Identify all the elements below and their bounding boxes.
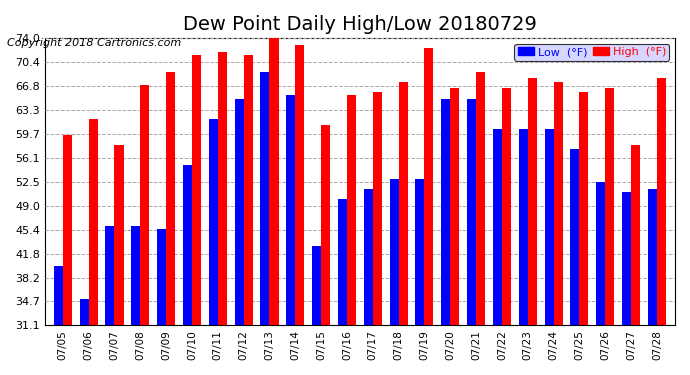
Bar bbox=[364, 189, 373, 375]
Bar bbox=[648, 189, 657, 375]
Bar bbox=[596, 182, 605, 375]
Bar bbox=[140, 85, 149, 375]
Bar bbox=[166, 72, 175, 375]
Bar bbox=[373, 92, 382, 375]
Bar bbox=[476, 72, 485, 375]
Bar bbox=[631, 146, 640, 375]
Bar bbox=[502, 88, 511, 375]
Bar bbox=[528, 78, 537, 375]
Bar bbox=[131, 226, 140, 375]
Bar bbox=[295, 45, 304, 375]
Bar bbox=[218, 52, 227, 375]
Bar bbox=[390, 179, 399, 375]
Bar bbox=[441, 99, 451, 375]
Bar bbox=[338, 199, 347, 375]
Bar bbox=[157, 229, 166, 375]
Bar bbox=[260, 72, 270, 375]
Bar bbox=[209, 118, 218, 375]
Bar bbox=[415, 179, 424, 375]
Bar bbox=[321, 125, 330, 375]
Bar bbox=[192, 55, 201, 375]
Bar bbox=[544, 129, 553, 375]
Bar bbox=[347, 95, 356, 375]
Bar bbox=[399, 82, 408, 375]
Bar bbox=[657, 78, 666, 375]
Legend: Low  (°F), High  (°F): Low (°F), High (°F) bbox=[514, 44, 669, 60]
Bar bbox=[79, 299, 88, 375]
Bar bbox=[580, 92, 589, 375]
Bar bbox=[467, 99, 476, 375]
Bar bbox=[286, 95, 295, 375]
Bar bbox=[571, 149, 580, 375]
Bar bbox=[605, 88, 614, 375]
Bar bbox=[553, 82, 562, 375]
Bar bbox=[270, 32, 279, 375]
Bar bbox=[115, 146, 124, 375]
Bar bbox=[451, 88, 460, 375]
Bar bbox=[493, 129, 502, 375]
Bar bbox=[54, 266, 63, 375]
Bar bbox=[63, 135, 72, 375]
Title: Dew Point Daily High/Low 20180729: Dew Point Daily High/Low 20180729 bbox=[183, 15, 537, 34]
Bar bbox=[519, 129, 528, 375]
Text: Copyright 2018 Cartronics.com: Copyright 2018 Cartronics.com bbox=[7, 38, 181, 48]
Bar bbox=[106, 226, 115, 375]
Bar bbox=[235, 99, 244, 375]
Bar bbox=[312, 246, 321, 375]
Bar bbox=[88, 118, 98, 375]
Bar bbox=[424, 48, 433, 375]
Bar bbox=[622, 192, 631, 375]
Bar bbox=[244, 55, 253, 375]
Bar bbox=[183, 165, 192, 375]
